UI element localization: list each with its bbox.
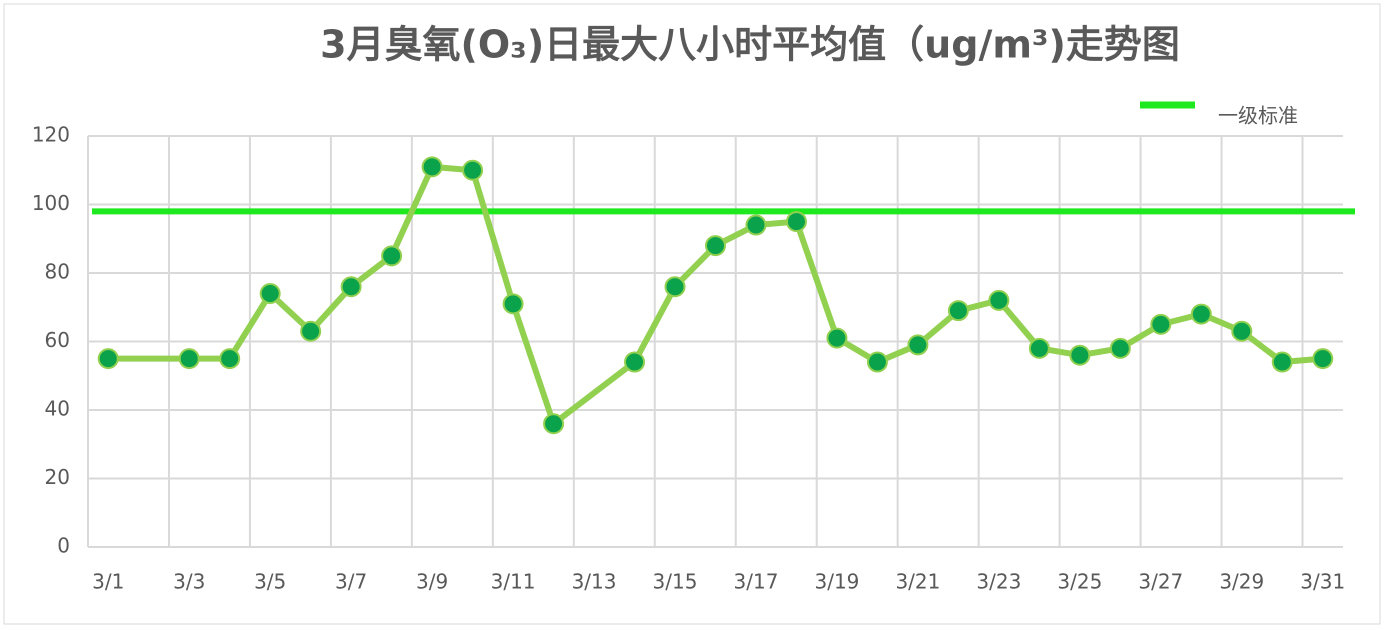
line-segment bbox=[793, 218, 840, 342]
marker bbox=[381, 245, 403, 267]
marker bbox=[785, 211, 807, 233]
line-segment bbox=[510, 300, 557, 427]
x-tick-label: 3/29 bbox=[1219, 570, 1264, 594]
marker bbox=[624, 351, 646, 373]
line-segment bbox=[388, 163, 436, 259]
marker bbox=[664, 276, 686, 298]
x-tick-label: 3/1 bbox=[92, 570, 124, 594]
marker bbox=[421, 156, 443, 178]
y-tick-label: 60 bbox=[45, 328, 70, 352]
y-tick-label: 0 bbox=[57, 534, 70, 558]
marker bbox=[1231, 320, 1253, 342]
x-tick-label: 3/25 bbox=[1057, 570, 1102, 594]
x-tick-label: 3/13 bbox=[572, 570, 617, 594]
marker bbox=[178, 348, 200, 370]
line-segment bbox=[226, 290, 274, 362]
x-tick-label: 3/23 bbox=[976, 570, 1021, 594]
marker bbox=[988, 289, 1010, 311]
marker bbox=[1109, 337, 1131, 359]
x-tick-label: 3/7 bbox=[335, 570, 367, 594]
legend-label: 一级标准 bbox=[1218, 104, 1298, 128]
marker bbox=[1190, 303, 1212, 325]
x-tick-label: 3/9 bbox=[416, 570, 448, 594]
x-tick-label: 3/21 bbox=[895, 570, 940, 594]
marker bbox=[219, 348, 241, 370]
marker bbox=[1028, 337, 1050, 359]
x-tick-label: 3/31 bbox=[1300, 570, 1345, 594]
marker bbox=[300, 320, 322, 342]
x-tick-label: 3/11 bbox=[491, 570, 536, 594]
marker bbox=[462, 159, 484, 181]
y-tick-label: 20 bbox=[45, 465, 70, 489]
x-tick-label: 3/5 bbox=[254, 570, 286, 594]
marker bbox=[1069, 344, 1091, 366]
marker bbox=[1271, 351, 1293, 373]
line-segment bbox=[550, 359, 638, 427]
marker bbox=[866, 351, 888, 373]
chart-frame bbox=[3, 3, 1381, 625]
x-tick-label: 3/19 bbox=[814, 570, 859, 594]
marker bbox=[1312, 348, 1334, 370]
marker bbox=[340, 276, 362, 298]
y-tick-label: 40 bbox=[45, 397, 70, 421]
marker bbox=[97, 348, 119, 370]
marker bbox=[502, 293, 524, 315]
marker bbox=[1150, 313, 1172, 335]
chart-title: 3月臭氧(O₃)日最大八小时平均值（ug/m³)走势图 bbox=[320, 23, 1180, 67]
marker bbox=[543, 413, 565, 435]
x-tick-label: 3/15 bbox=[653, 570, 698, 594]
marker bbox=[705, 235, 726, 257]
x-tick-label: 3/17 bbox=[734, 570, 779, 594]
line-segment bbox=[469, 167, 517, 307]
x-tick-label: 3/27 bbox=[1138, 570, 1183, 594]
marker bbox=[826, 327, 848, 349]
marker bbox=[907, 334, 929, 356]
line-segment bbox=[631, 283, 679, 366]
y-tick-label: 80 bbox=[45, 260, 70, 284]
y-tick-label: 120 bbox=[32, 123, 70, 147]
x-tick-label: 3/3 bbox=[173, 570, 205, 594]
marker bbox=[947, 300, 969, 322]
marker bbox=[745, 214, 767, 236]
marker bbox=[259, 283, 281, 305]
y-tick-label: 100 bbox=[32, 191, 70, 215]
